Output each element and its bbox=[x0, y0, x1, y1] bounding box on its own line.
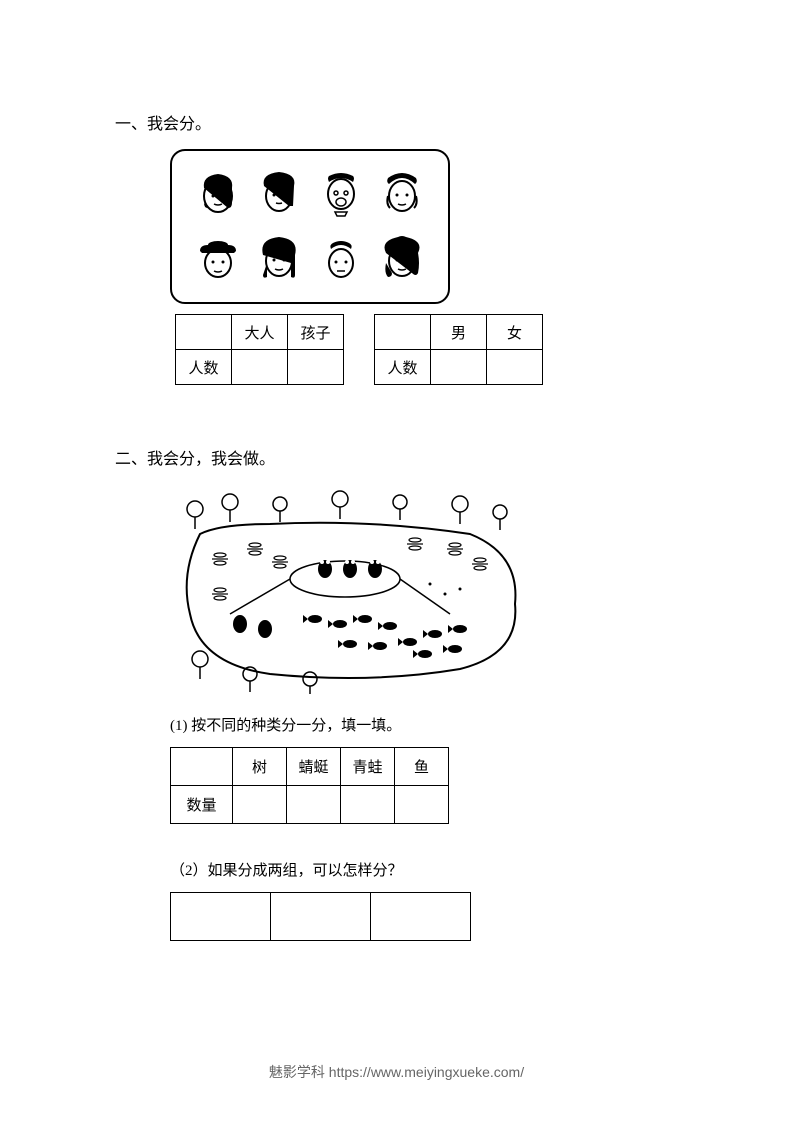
face-drawing bbox=[255, 233, 303, 285]
table-cell-blank[interactable] bbox=[288, 350, 344, 385]
table-cell: 女 bbox=[487, 315, 543, 350]
table-cell: 树 bbox=[233, 748, 287, 786]
section-1: 一、我会分。 bbox=[115, 110, 678, 385]
table-cell: 人数 bbox=[176, 350, 232, 385]
section-2: 二、我会分，我会做。 bbox=[115, 445, 678, 941]
table-two-groups bbox=[170, 892, 471, 941]
face-drawing bbox=[317, 168, 365, 220]
table-cell: 大人 bbox=[232, 315, 288, 350]
table-cell: 鱼 bbox=[395, 748, 449, 786]
face-drawing bbox=[255, 168, 303, 220]
face-drawing bbox=[317, 233, 365, 285]
table-male-female: 男 女 人数 bbox=[374, 314, 543, 385]
table-species: 树 蜻蜓 青蛙 鱼 数量 bbox=[170, 747, 449, 824]
table-cell-blank[interactable] bbox=[287, 786, 341, 824]
table-cell: 蜻蜓 bbox=[287, 748, 341, 786]
question-2-1: (1) 按不同的种类分一分，填一填。 bbox=[170, 714, 678, 735]
table-cell: 孩子 bbox=[288, 315, 344, 350]
footer-text: 魅影学科 https://www.meiyingxueke.com/ bbox=[0, 1062, 793, 1082]
pond-image bbox=[170, 484, 530, 694]
table-cell: 数量 bbox=[171, 786, 233, 824]
section-1-title: 一、我会分。 bbox=[115, 110, 678, 134]
table-cell bbox=[176, 315, 232, 350]
table-cell: 男 bbox=[431, 315, 487, 350]
table-cell-blank[interactable] bbox=[271, 893, 371, 941]
face-drawing bbox=[378, 168, 426, 220]
face-drawing bbox=[194, 168, 242, 220]
table-cell-blank[interactable] bbox=[371, 893, 471, 941]
section-1-tables: 大人 孩子 人数 男 女 人数 bbox=[175, 314, 678, 385]
face-drawing bbox=[194, 233, 242, 285]
faces-image-box bbox=[170, 149, 450, 304]
table-cell bbox=[375, 315, 431, 350]
table-cell-blank[interactable] bbox=[341, 786, 395, 824]
face-drawing bbox=[378, 233, 426, 285]
table-cell-blank[interactable] bbox=[431, 350, 487, 385]
question-2-2: （2）如果分成两组，可以怎样分？ bbox=[170, 859, 678, 880]
table-cell bbox=[171, 748, 233, 786]
table-cell-blank[interactable] bbox=[233, 786, 287, 824]
table-cell-blank[interactable] bbox=[395, 786, 449, 824]
table-cell-blank[interactable] bbox=[171, 893, 271, 941]
table-cell-blank[interactable] bbox=[232, 350, 288, 385]
table-cell: 人数 bbox=[375, 350, 431, 385]
table-adult-child: 大人 孩子 人数 bbox=[175, 314, 344, 385]
table-cell: 青蛙 bbox=[341, 748, 395, 786]
section-2-title: 二、我会分，我会做。 bbox=[115, 445, 678, 469]
table-cell-blank[interactable] bbox=[487, 350, 543, 385]
